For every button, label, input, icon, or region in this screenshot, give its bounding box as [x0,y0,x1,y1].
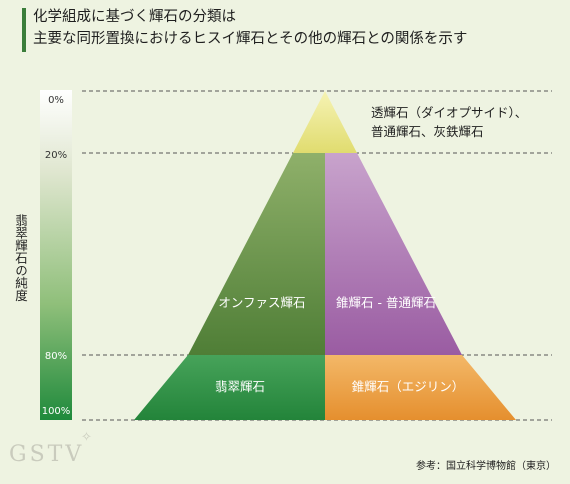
region-omphacite [188,153,325,355]
scale-label-80: 80% [45,351,67,362]
label-top-line1: 透輝石（ダイオプサイド）、 [371,105,527,120]
scale-label-100: 100% [42,406,71,417]
source-credit: 参考：国立科学博物館（東京） [416,461,556,472]
label-aegirine-augite: 錐輝石 - 普通輝石 [336,295,436,310]
label-jadeite: 翡翠輝石 [215,379,265,394]
scale-label-20: 20% [45,150,67,161]
region-aegirine [325,355,516,420]
region-jadeite [134,355,325,420]
purity-scale-bar [40,90,72,420]
label-omphacite: オンファス輝石 [218,295,305,310]
sparkle-icon: ✧ [81,430,92,445]
region-aegirine-augite [325,153,462,355]
scale-label-0: 0% [48,95,64,106]
title-line-1: 化学組成に基づく輝石の分類は [33,9,236,25]
gstv-logo: GSTV [9,442,85,467]
purity-axis-label: 翡翠輝石の純度 [13,214,28,302]
title-line-2: 主要な同形置換におけるヒスイ輝石とその他の輝石との関係を示す [33,31,468,47]
region-diopside-augite-hedenbergite [293,91,357,153]
label-top-line2: 普通輝石、灰鉄輝石 [371,124,484,139]
title-accent-bar [22,8,26,52]
page-title: 化学組成に基づく輝石の分類は 主要な同形置換におけるヒスイ輝石とその他の輝石との… [33,6,467,50]
label-aegirine: 錐輝石（エジリン） [352,379,465,394]
